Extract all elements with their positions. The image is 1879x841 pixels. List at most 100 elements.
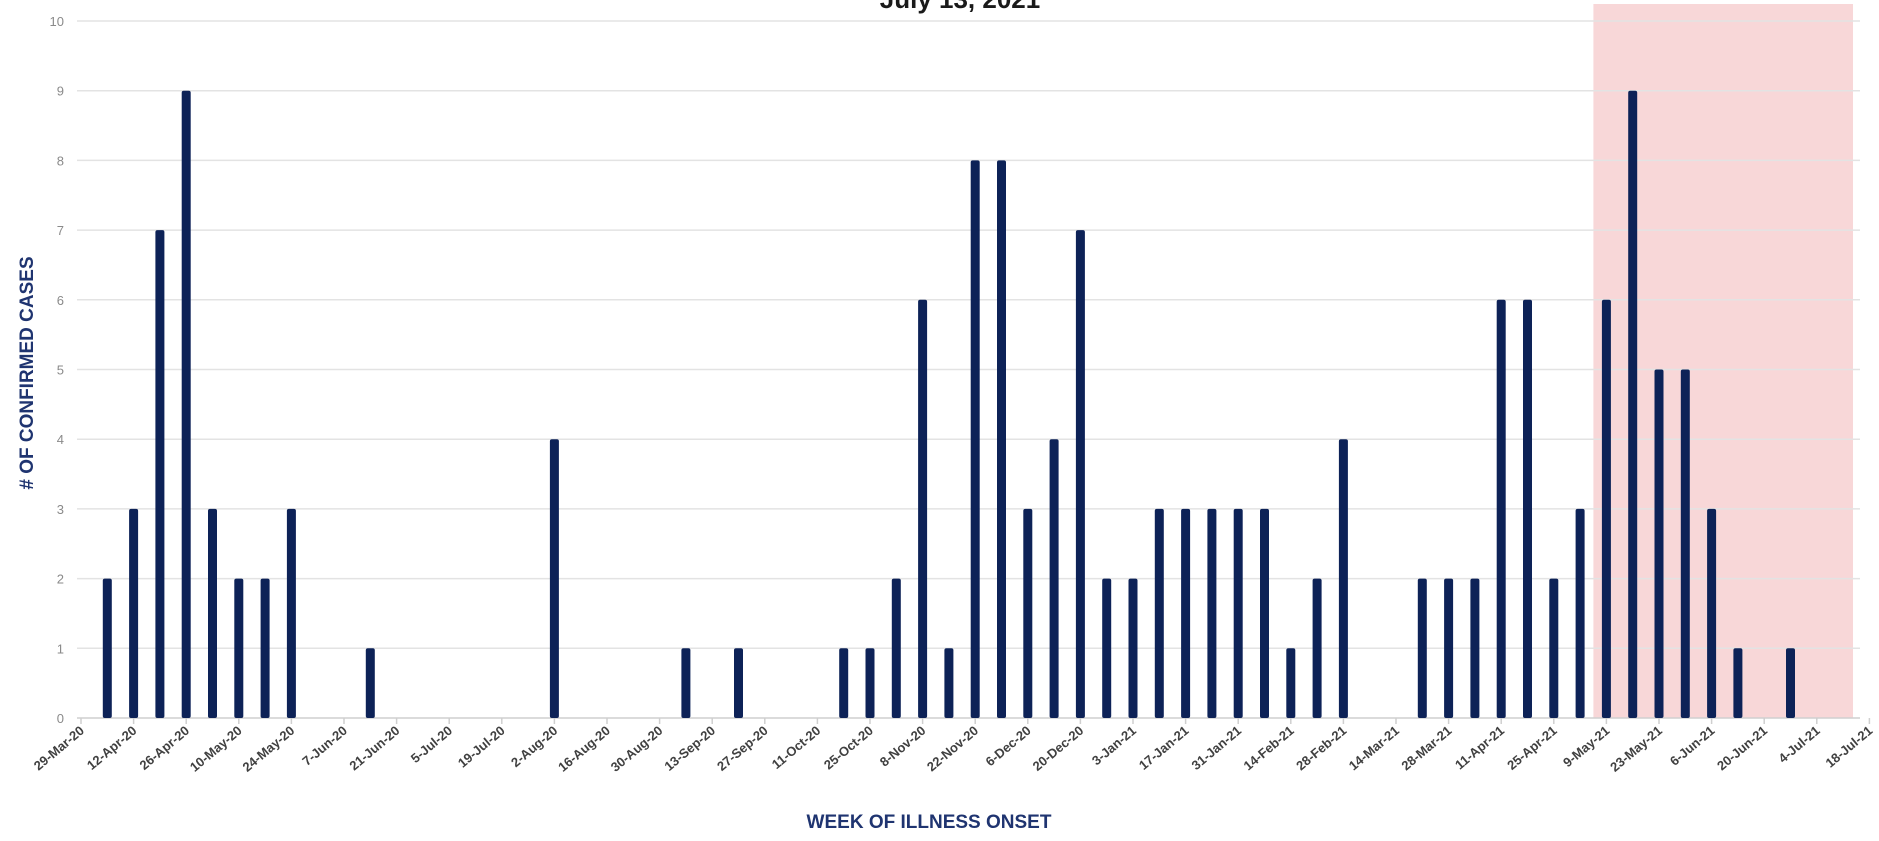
bar xyxy=(129,508,139,718)
y-tick-label: 10 xyxy=(50,14,64,29)
x-tick-label: 2-Aug-20 xyxy=(508,723,560,770)
x-tick-label: 6-Dec-20 xyxy=(983,723,1034,769)
x-tick-label: 21-Jun-20 xyxy=(346,723,402,774)
bar xyxy=(944,648,954,718)
x-tick-label: 25-Oct-20 xyxy=(821,723,876,773)
bar xyxy=(1181,508,1191,718)
bar xyxy=(1207,508,1217,718)
y-axis-ticks: 0 1 2 3 4 5 6 7 8 9 10 xyxy=(50,14,64,726)
x-tick-label: 12-Apr-20 xyxy=(84,723,140,773)
bar xyxy=(1496,299,1506,718)
x-tick-label: 30-Aug-20 xyxy=(608,723,666,775)
x-axis-title: WEEK OF ILLNESS ONSET xyxy=(807,812,1052,833)
y-tick-label: 1 xyxy=(57,641,64,656)
bar xyxy=(918,299,928,718)
x-tick-label: 14-Mar-21 xyxy=(1346,723,1402,774)
bar xyxy=(208,508,217,718)
x-tick-label: 19-Jul-20 xyxy=(455,723,508,771)
bar xyxy=(1286,648,1296,718)
bar xyxy=(365,648,375,718)
y-tick-label: 2 xyxy=(57,572,64,587)
x-tick-label: 25-Apr-21 xyxy=(1504,723,1560,773)
bar xyxy=(1549,578,1559,718)
bar xyxy=(1075,230,1085,718)
bar xyxy=(681,648,691,718)
bar xyxy=(1260,508,1269,718)
x-tick-label: 17-Jan-21 xyxy=(1136,723,1192,773)
bar xyxy=(865,648,875,718)
x-tick-label: 26-Apr-20 xyxy=(137,723,193,773)
bar xyxy=(1023,508,1033,718)
bar xyxy=(970,160,980,718)
x-tick-label: 31-Jan-21 xyxy=(1189,723,1245,773)
x-tick-label: 14-Feb-21 xyxy=(1241,723,1297,774)
y-tick-label: 6 xyxy=(57,293,64,308)
x-tick-label: 11-Apr-21 xyxy=(1452,723,1507,773)
y-axis-title: # OF CONFIRMED CASES xyxy=(17,256,38,489)
x-tick-label: 3-Jan-21 xyxy=(1089,723,1139,768)
bar xyxy=(1786,648,1795,718)
x-tick-label: 9-May-21 xyxy=(1560,723,1612,770)
bar xyxy=(839,648,849,718)
bar xyxy=(1654,369,1664,718)
x-tick-label: 23-May-21 xyxy=(1607,723,1665,775)
bar xyxy=(1312,578,1322,718)
bar xyxy=(1601,299,1611,718)
bar xyxy=(260,578,270,718)
x-tick-label: 27-Sep-20 xyxy=(714,723,771,774)
y-tick-label: 3 xyxy=(57,502,64,517)
x-tick-label: 22-Nov-20 xyxy=(924,723,981,774)
bar xyxy=(997,160,1006,718)
x-tick-label: 18-Jul-21 xyxy=(1823,723,1876,771)
bar xyxy=(549,439,559,718)
y-tick-label: 8 xyxy=(57,153,64,168)
bar xyxy=(155,230,165,718)
x-tick-label: 28-Mar-21 xyxy=(1398,723,1454,774)
y-tick-label: 5 xyxy=(57,363,64,378)
x-tick-label: 10-May-20 xyxy=(187,723,245,775)
bar xyxy=(734,648,743,718)
y-tick-label: 4 xyxy=(57,432,64,447)
y-tick-label: 7 xyxy=(57,223,64,238)
bar xyxy=(1128,578,1138,718)
y-tick-label: 0 xyxy=(57,711,64,726)
x-tick-label: 13-Sep-20 xyxy=(661,723,718,774)
x-tick-label: 24-May-20 xyxy=(240,723,298,775)
x-tick-label: 4-Jul-21 xyxy=(1775,723,1822,766)
x-tick-label: 28-Feb-21 xyxy=(1293,723,1349,774)
bar xyxy=(1523,299,1532,718)
bar xyxy=(1470,578,1480,718)
bar xyxy=(234,578,244,718)
bar xyxy=(891,578,901,718)
bar xyxy=(1575,508,1585,718)
bar xyxy=(1049,439,1059,718)
bar xyxy=(286,508,296,718)
y-tick-label: 9 xyxy=(57,84,64,99)
bar xyxy=(1233,508,1243,718)
bars xyxy=(102,90,1795,718)
bar xyxy=(1680,369,1690,718)
x-tick-label: 5-Jul-20 xyxy=(408,723,455,766)
bar xyxy=(1154,508,1164,718)
bar xyxy=(1338,439,1348,718)
bar xyxy=(1417,578,1427,718)
x-tick-label: 7-Jun-20 xyxy=(299,723,350,769)
bar xyxy=(1102,578,1112,718)
x-tick-label: 6-Jun-21 xyxy=(1667,723,1718,769)
bar xyxy=(102,578,112,718)
x-tick-label: 20-Jun-21 xyxy=(1714,723,1770,774)
gridlines xyxy=(77,20,1860,650)
x-tick-label: 16-Aug-20 xyxy=(555,723,613,775)
x-tick-label: 11-Oct-20 xyxy=(769,723,823,772)
x-tick-label: 20-Dec-20 xyxy=(1030,723,1087,774)
x-tick-label: 8-Nov-20 xyxy=(877,723,929,770)
x-axis-ticks: 29-Mar-2012-Apr-2026-Apr-2010-May-2024-M… xyxy=(31,718,1876,775)
bar xyxy=(1628,90,1638,718)
bar xyxy=(1707,508,1717,718)
x-tick-label: 29-Mar-20 xyxy=(31,723,87,774)
bar xyxy=(181,90,191,718)
bar xyxy=(1444,578,1454,718)
bar xyxy=(1733,648,1743,718)
